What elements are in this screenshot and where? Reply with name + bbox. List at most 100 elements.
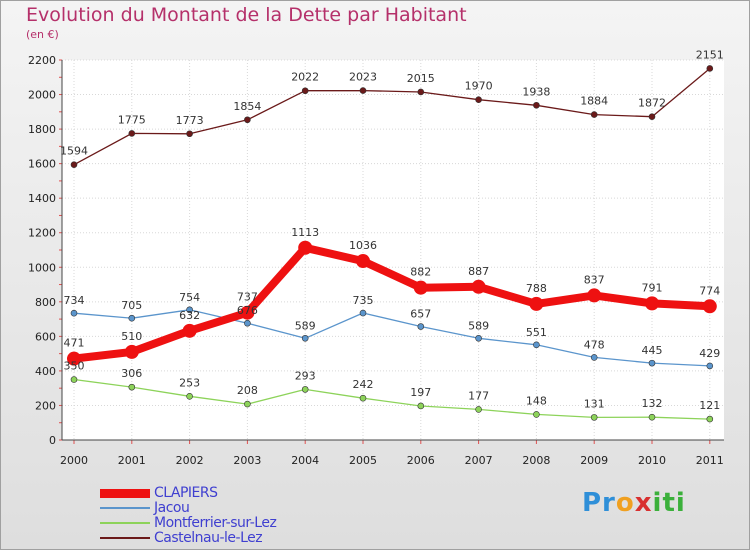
data-point [529, 296, 544, 311]
data-label: 791 [642, 281, 663, 294]
x-tick-label: 2003 [233, 454, 261, 467]
data-point [417, 323, 425, 330]
data-point [67, 351, 81, 366]
y-tick-label: 1000 [28, 261, 56, 274]
legend-item: Castelnau-le-Lez [100, 530, 360, 546]
data-point [475, 334, 482, 342]
y-tick-label: 1600 [28, 158, 56, 171]
legend-item: Jacou [100, 500, 360, 516]
legend-label: Jacou [154, 500, 190, 516]
data-point [417, 88, 425, 96]
data-label: 306 [121, 367, 142, 380]
data-label: 293 [295, 369, 316, 382]
data-label: 887 [468, 265, 489, 278]
data-label: 2022 [291, 71, 319, 84]
data-label: 350 [64, 360, 85, 373]
legend-swatch [100, 507, 150, 509]
data-point [124, 344, 139, 359]
data-label: 882 [410, 266, 431, 279]
data-label: 1884 [580, 95, 608, 108]
data-point [475, 406, 482, 413]
legend-item: Montferrier-sur-Lez [100, 515, 360, 531]
data-label: 737 [237, 291, 258, 304]
series-line-jacou [73, 309, 710, 367]
y-tick-label: 200 [35, 399, 56, 412]
x-tick-label: 2007 [465, 454, 493, 467]
legend-label: Montferrier-sur-Lez [154, 515, 277, 531]
chart-subtitle: (en €) [26, 28, 59, 41]
series-line-montferrier-sur-lez [73, 378, 710, 420]
y-tick-label: 1200 [28, 227, 56, 240]
data-point [359, 394, 367, 402]
data-point [533, 101, 540, 109]
data-point [301, 386, 309, 393]
data-point [301, 334, 309, 342]
data-label: 837 [584, 273, 605, 286]
data-label: 2151 [696, 48, 724, 61]
x-tick-label: 2006 [407, 454, 435, 467]
data-label: 1775 [118, 113, 146, 126]
data-label: 705 [121, 299, 142, 312]
data-label: 632 [179, 309, 200, 322]
data-label: 657 [410, 308, 431, 321]
data-label: 177 [468, 389, 489, 402]
data-point [128, 130, 136, 137]
data-label: 208 [237, 384, 258, 397]
legend: CLAPIERS Jacou Montferrier-sur-Lez Castelna… [100, 485, 360, 546]
data-label: 2015 [407, 72, 435, 85]
legend-swatch [100, 537, 150, 539]
data-label: 242 [353, 378, 374, 391]
data-point [244, 400, 251, 408]
data-point [244, 116, 251, 124]
data-label: 131 [584, 397, 605, 410]
data-point [417, 402, 425, 410]
data-label: 1773 [176, 114, 204, 127]
data-point [186, 130, 193, 138]
chart-title: Evolution du Montant de la Dette par Hab… [26, 4, 467, 26]
data-label: 735 [353, 294, 374, 307]
y-tick-label: 2000 [28, 89, 56, 102]
data-label: 1872 [638, 97, 666, 110]
data-label: 471 [64, 337, 85, 350]
legend-swatch [100, 522, 150, 524]
data-point [70, 161, 78, 168]
y-tick-label: 2200 [28, 54, 56, 67]
data-point [186, 306, 193, 314]
x-tick-label: 2005 [349, 454, 377, 467]
data-label: 788 [526, 282, 547, 295]
y-tick-label: 400 [35, 365, 56, 378]
data-point [533, 341, 540, 349]
x-tick-label: 2001 [118, 454, 146, 467]
data-point [244, 319, 251, 327]
data-label: 589 [468, 319, 489, 332]
data-label: 676 [237, 304, 258, 317]
data-point [301, 87, 309, 95]
data-label: 121 [699, 399, 720, 412]
data-point [648, 359, 656, 367]
x-tick-label: 2004 [291, 454, 319, 467]
data-point [475, 96, 482, 104]
data-label: 551 [526, 326, 547, 339]
data-point [186, 392, 193, 400]
data-point [648, 413, 656, 421]
data-label: 197 [410, 386, 431, 399]
x-tick-label: 2002 [176, 454, 204, 467]
data-point [706, 65, 714, 72]
data-point [128, 314, 136, 322]
data-point [70, 376, 78, 383]
data-label: 478 [584, 338, 605, 351]
data-label: 589 [295, 319, 316, 332]
data-label: 510 [121, 330, 142, 343]
legend-swatch [100, 488, 150, 498]
data-point [533, 411, 540, 418]
data-point [706, 362, 714, 370]
data-point [645, 296, 659, 311]
data-label: 754 [179, 291, 200, 304]
data-point [240, 305, 255, 320]
y-tick-label: 600 [35, 330, 56, 343]
x-tick-label: 2000 [60, 454, 88, 467]
data-point [359, 87, 367, 94]
data-point [648, 113, 656, 120]
data-label: 1113 [291, 226, 319, 239]
data-point [413, 280, 428, 295]
